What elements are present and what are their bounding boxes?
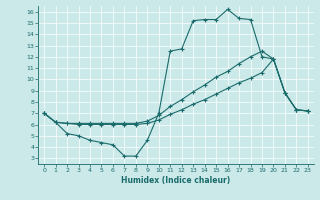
X-axis label: Humidex (Indice chaleur): Humidex (Indice chaleur) — [121, 176, 231, 185]
